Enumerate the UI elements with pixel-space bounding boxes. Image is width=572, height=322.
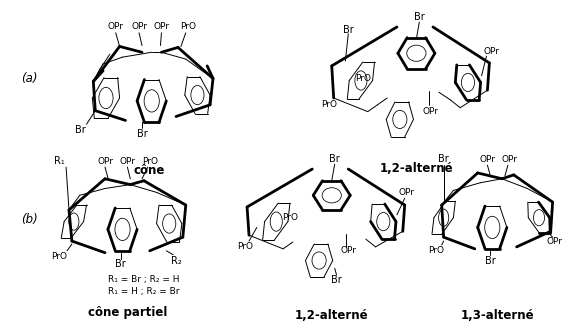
Text: 1,3-alterné: 1,3-alterné [460,308,534,321]
Text: Br: Br [485,256,496,266]
Text: Br: Br [331,275,342,285]
Text: R₁ = Br ; R₂ = H: R₁ = Br ; R₂ = H [108,276,180,284]
Text: cône partiel: cône partiel [88,306,167,318]
Text: OPr: OPr [399,188,415,197]
Text: R₁ = H ; R₂ = Br: R₁ = H ; R₂ = Br [108,287,180,296]
Text: Br: Br [329,154,340,164]
Text: R₁: R₁ [54,156,65,166]
Text: PrO: PrO [51,252,67,261]
Text: PrO: PrO [142,157,158,166]
Text: OPr: OPr [131,23,147,32]
Text: OPr: OPr [97,157,113,166]
Text: R₂: R₂ [170,256,181,266]
Text: Br: Br [115,260,126,270]
Text: (b): (b) [21,213,38,226]
Text: Br: Br [343,25,353,35]
Text: Br: Br [137,129,148,139]
Text: OPr: OPr [547,237,563,246]
Text: Br: Br [438,154,449,164]
Text: OPr: OPr [120,157,136,166]
Text: PrO: PrO [355,74,371,83]
Text: PrO: PrO [428,246,444,255]
Text: PrO: PrO [321,100,337,109]
Text: OPr: OPr [502,155,518,164]
Text: OPr: OPr [423,107,439,116]
Text: OPr: OPr [340,246,356,255]
Text: 1,2-alterné: 1,2-alterné [295,308,368,321]
Text: Br: Br [414,12,424,22]
Text: PrO: PrO [237,242,253,251]
Text: (a): (a) [21,72,38,85]
Text: PrO: PrO [180,23,196,32]
Text: OPr: OPr [479,155,495,164]
Text: PrO: PrO [282,213,298,222]
Text: OPr: OPr [483,47,499,56]
Text: OPr: OPr [108,23,124,32]
Text: cône: cône [133,165,165,177]
Text: Br: Br [76,125,86,135]
Text: 1,2-alterné: 1,2-alterné [380,162,453,175]
Text: OPr: OPr [153,23,169,32]
